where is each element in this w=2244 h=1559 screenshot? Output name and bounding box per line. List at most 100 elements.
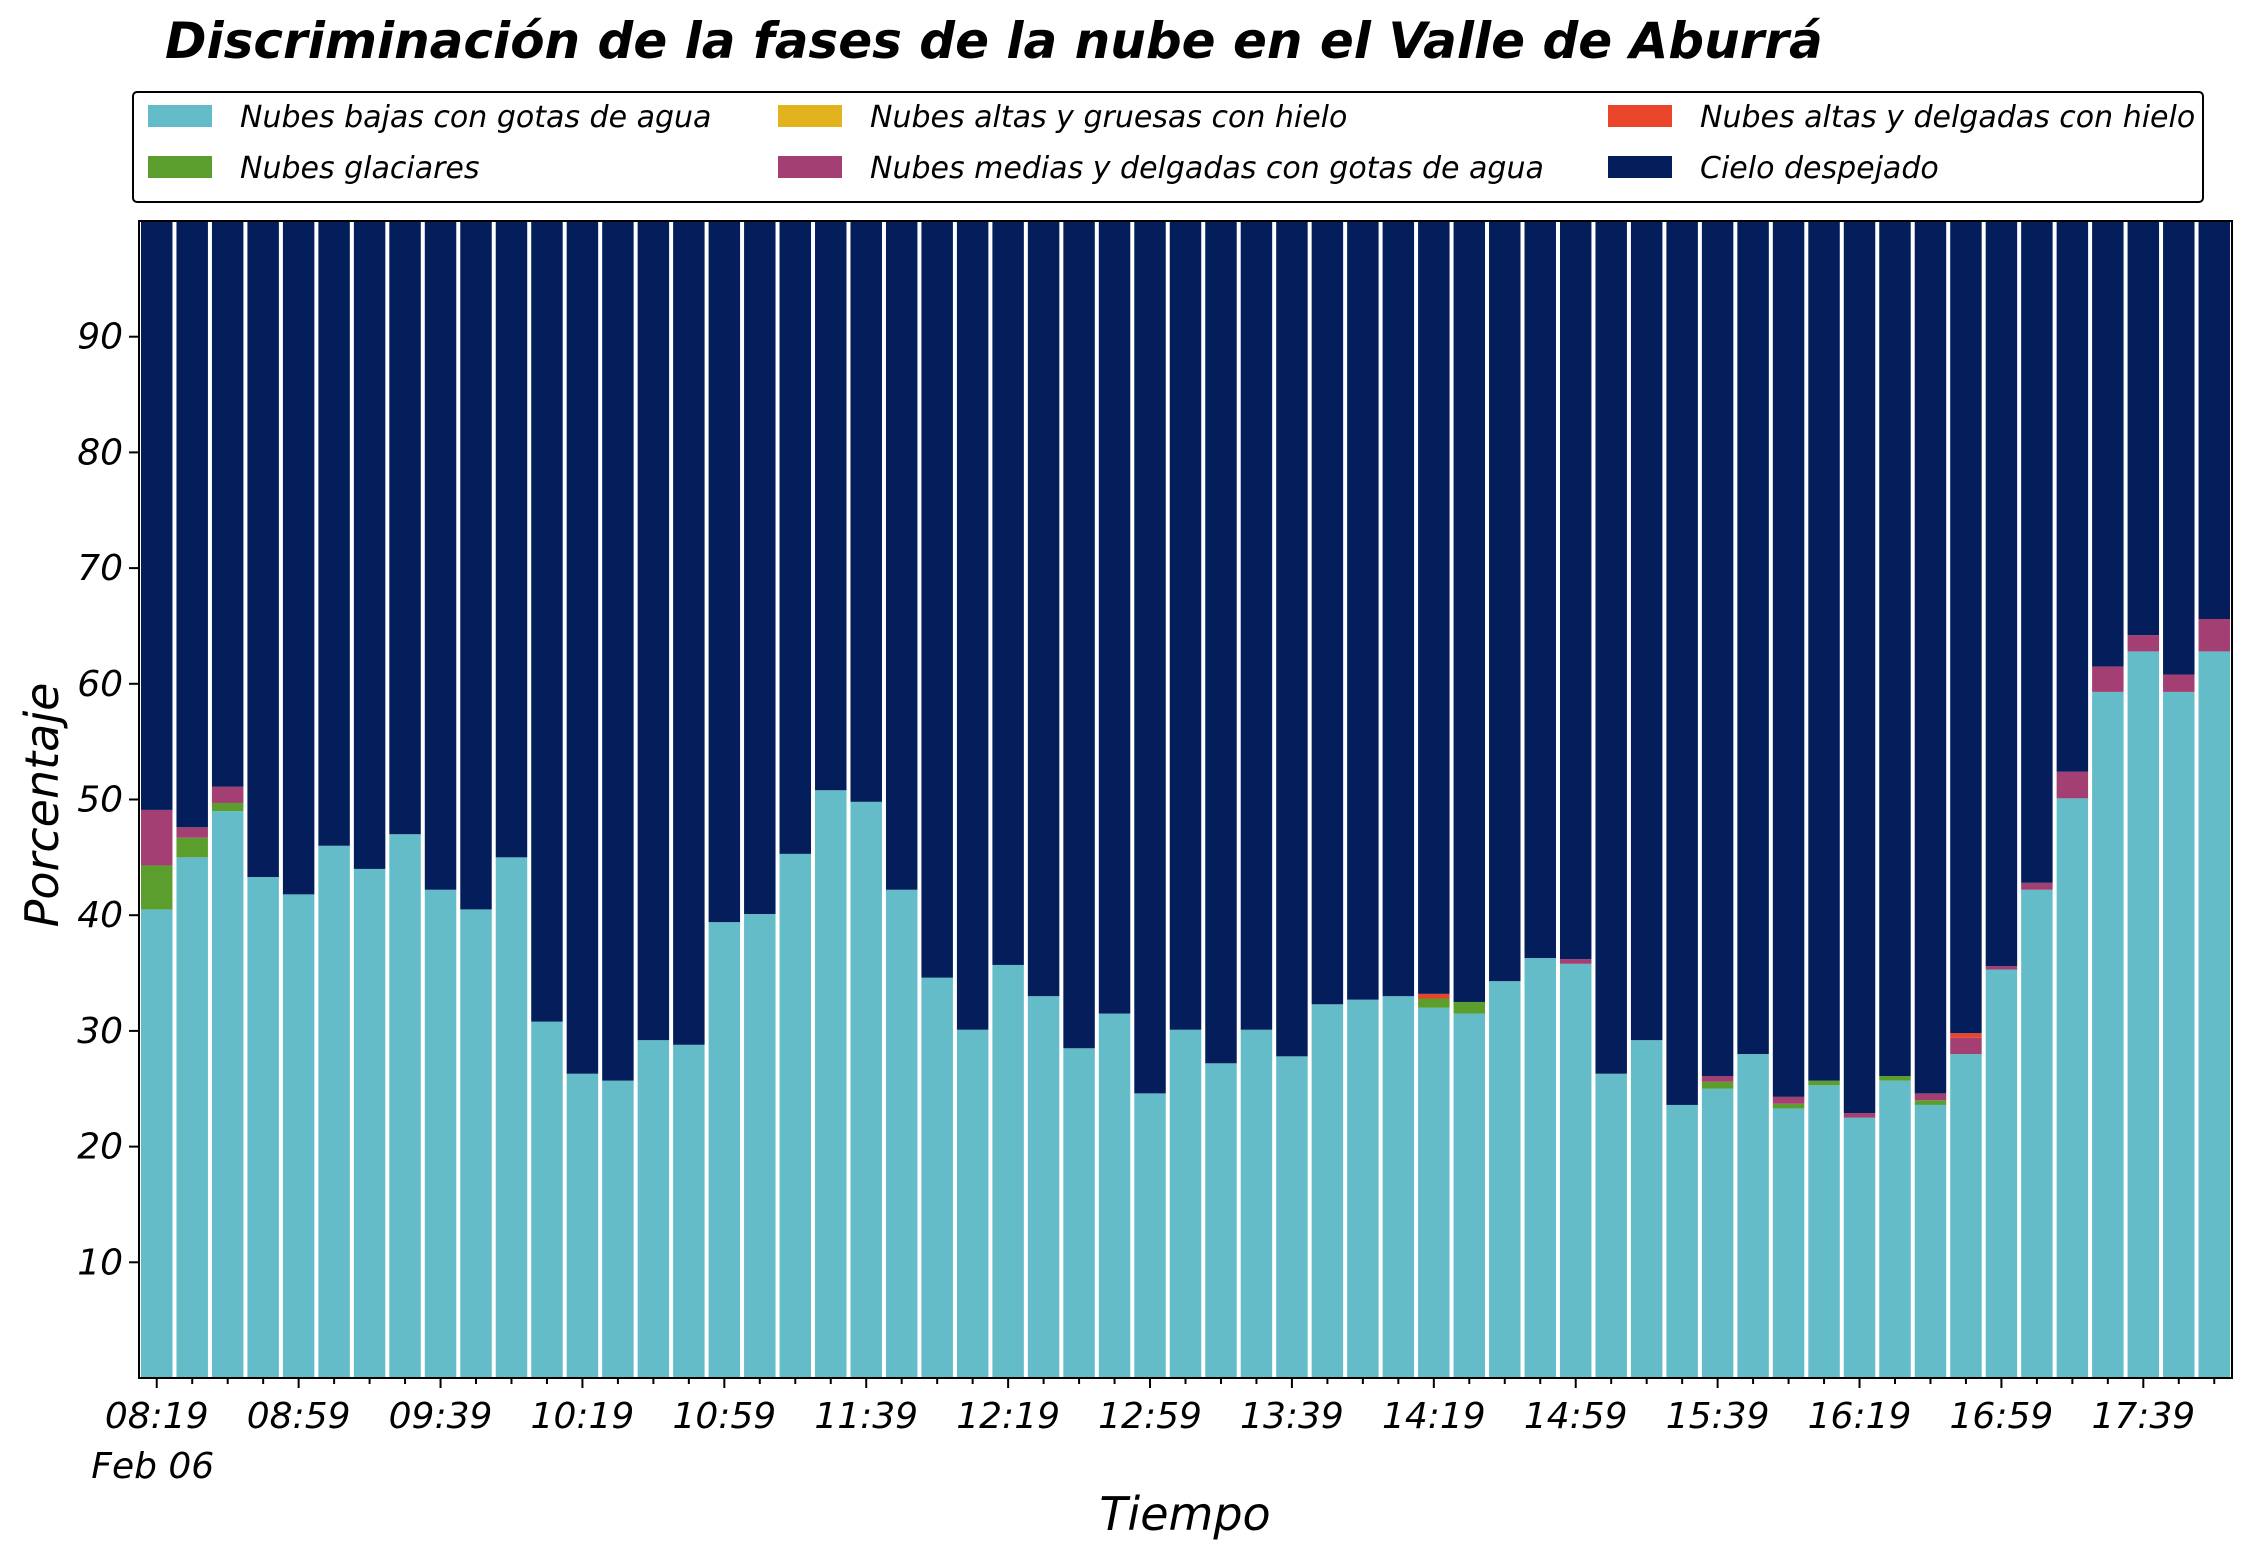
bar-segment-1659-series-5 xyxy=(1985,221,2018,967)
y-tick-label: 20 xyxy=(77,1127,123,1168)
legend-entry-label: Nubes bajas con gotas de agua xyxy=(240,100,711,135)
bar-segment-1639-series-3 xyxy=(1914,1093,1947,1101)
bar-segment-1259-series-5 xyxy=(1134,221,1166,1094)
bar-segment-1059-series-0 xyxy=(708,922,741,1378)
bar-segment-1429-series-5 xyxy=(1453,221,1486,1002)
bar-segment-1639-series-5 xyxy=(1914,221,1947,1094)
bar-segment-1749-series-3 xyxy=(2163,674,2195,692)
bar-segment-1309-series-0 xyxy=(1169,1029,1202,1378)
bar-segment-0919-series-5 xyxy=(353,221,386,869)
chart-title: Discriminación de la fases de la nube en… xyxy=(165,12,1823,70)
bar-segment-1419-series-4 xyxy=(1418,993,1450,999)
bar-segment-1749-series-5 xyxy=(2163,221,2195,675)
bar-segment-0819-series-1 xyxy=(141,865,173,910)
bar-segment-1719-series-3 xyxy=(2056,771,2089,799)
bar-segment-1309-series-5 xyxy=(1169,221,1202,1030)
legend-swatch xyxy=(1608,105,1672,127)
y-tick-label: 10 xyxy=(77,1242,123,1283)
bar-segment-0949-series-5 xyxy=(460,221,492,910)
bar-segment-1609-series-5 xyxy=(1808,221,1840,1081)
x-tick-label: 14:59 xyxy=(1524,1396,1628,1437)
bar-segment-1519-series-0 xyxy=(1630,1040,1663,1378)
bar-segment-1109-series-0 xyxy=(744,914,776,1378)
legend-frame xyxy=(132,91,2204,203)
bar-segment-0839-series-0 xyxy=(211,811,244,1378)
x-tick-label: 12:19 xyxy=(956,1396,1060,1437)
bar-segment-1139-series-5 xyxy=(850,221,882,802)
x-tick-label: 09:39 xyxy=(389,1396,493,1437)
bar-segment-0939-series-0 xyxy=(424,889,457,1378)
bar-segment-1419-series-0 xyxy=(1418,1007,1450,1378)
legend-swatch xyxy=(1608,156,1672,178)
bar-segment-1439-series-5 xyxy=(1489,221,1521,982)
legend: Nubes bajas con gotas de agua Nubes glaci… xyxy=(132,91,2204,203)
bar-segment-1039-series-0 xyxy=(637,1040,670,1378)
bar-segment-1229-series-0 xyxy=(1027,996,1060,1378)
bar-segment-1719-series-0 xyxy=(2056,798,2089,1378)
bar-segment-0849-series-5 xyxy=(247,221,279,878)
bar-segment-1629-series-0 xyxy=(1879,1080,1911,1378)
bar-segment-1059-series-5 xyxy=(708,221,741,923)
y-tick-label: 60 xyxy=(77,664,123,705)
bar-segment-1529-series-5 xyxy=(1666,221,1698,1105)
x-tick-label: 16:59 xyxy=(1950,1396,2054,1437)
bar-segment-1629-series-1 xyxy=(1879,1076,1911,1081)
bar-segment-1559-series-1 xyxy=(1772,1103,1805,1109)
bar-segment-1109-series-5 xyxy=(744,221,776,915)
bar-segment-0829-series-0 xyxy=(176,857,208,1378)
bar-segment-1609-series-1 xyxy=(1808,1080,1840,1086)
bar-segment-1409-series-5 xyxy=(1382,221,1415,997)
bar-segment-1649-series-4 xyxy=(1950,1033,1982,1038)
bar-segment-0849-series-0 xyxy=(247,877,279,1378)
bar-segment-1549-series-0 xyxy=(1737,1054,1769,1378)
bar-segment-1709-series-3 xyxy=(2021,882,2053,890)
bar-segment-0839-series-3 xyxy=(211,786,244,803)
bar-segment-1529-series-0 xyxy=(1666,1104,1698,1378)
bar-segment-1639-series-0 xyxy=(1914,1104,1947,1378)
bar-segment-1159-series-5 xyxy=(921,221,953,978)
legend-entry-label: Nubes altas y delgadas con hielo xyxy=(1700,100,2195,135)
bar-segment-1339-series-5 xyxy=(1276,221,1308,1057)
bar-segment-1049-series-0 xyxy=(673,1044,705,1378)
y-tick-label: 70 xyxy=(77,548,123,589)
bar-segment-1419-series-5 xyxy=(1418,221,1450,994)
bar-segment-1549-series-5 xyxy=(1737,221,1769,1055)
bar-segment-1759-series-5 xyxy=(2198,221,2230,620)
bar-segment-1619-series-3 xyxy=(1843,1113,1876,1118)
bar-segment-1339-series-0 xyxy=(1276,1056,1308,1378)
x-date-label: Feb 06 xyxy=(91,1446,214,1487)
x-axis-label: Tiempo xyxy=(1099,1487,1270,1541)
bar-segment-1459-series-0 xyxy=(1559,963,1592,1378)
y-tick-label: 30 xyxy=(77,1011,123,1052)
bar-segment-1139-series-0 xyxy=(850,801,882,1378)
bar-segment-1749-series-0 xyxy=(2163,691,2195,1378)
y-tick-label: 50 xyxy=(77,780,123,821)
bar-segment-1319-series-5 xyxy=(1205,221,1237,1064)
bar-segment-1239-series-0 xyxy=(1063,1048,1095,1378)
bar-segment-0819-series-3 xyxy=(141,809,173,866)
legend-swatch xyxy=(148,105,212,127)
bar-segment-1329-series-5 xyxy=(1240,221,1273,1030)
bar-segment-0929-series-0 xyxy=(389,834,421,1378)
bar-segment-1539-series-0 xyxy=(1701,1088,1734,1378)
bar-segment-1029-series-0 xyxy=(602,1080,634,1378)
bar-segment-1759-series-3 xyxy=(2198,619,2230,652)
bar-segment-1449-series-5 xyxy=(1524,221,1556,959)
x-tick-label: 15:39 xyxy=(1666,1396,1770,1437)
bar-segment-1349-series-5 xyxy=(1311,221,1344,1005)
bar-segment-0839-series-1 xyxy=(211,802,244,812)
x-tick-label: 08:19 xyxy=(105,1396,209,1437)
x-tick-label: 14:19 xyxy=(1382,1396,1486,1437)
bar-segment-1539-series-5 xyxy=(1701,221,1734,1077)
bar-segment-0949-series-0 xyxy=(460,909,492,1378)
bar-segment-1709-series-0 xyxy=(2021,889,2053,1378)
x-tick-label: 10:59 xyxy=(672,1396,776,1437)
bar-segment-1539-series-1 xyxy=(1701,1081,1734,1089)
legend-swatch xyxy=(778,156,842,178)
bar-segment-1319-series-0 xyxy=(1205,1063,1237,1378)
bar-segment-1149-series-0 xyxy=(885,889,918,1378)
bar-segment-1009-series-5 xyxy=(531,221,563,1022)
bar-segment-1259-series-0 xyxy=(1134,1093,1166,1378)
y-tick-label: 40 xyxy=(77,895,123,936)
bar-segment-0939-series-5 xyxy=(424,221,457,890)
